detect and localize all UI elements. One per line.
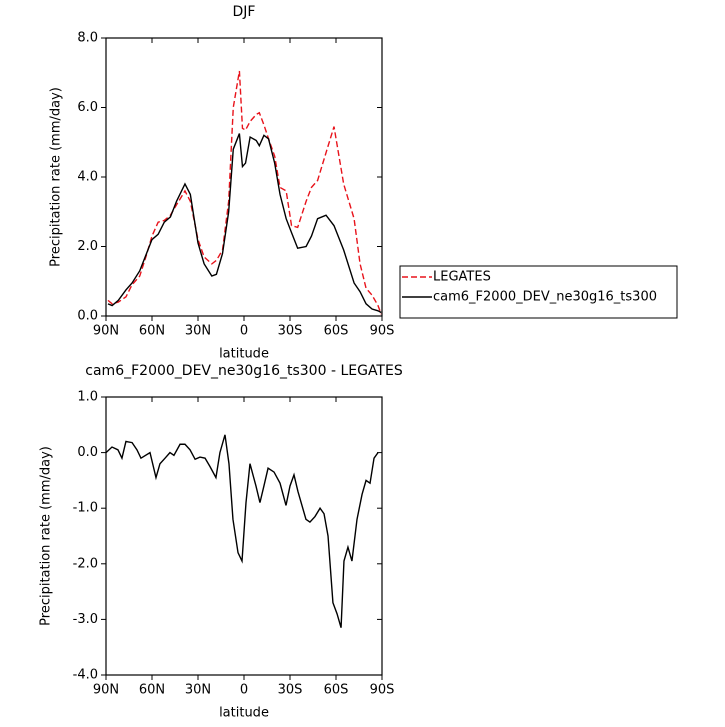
x-tick-label: 60S — [324, 683, 349, 698]
chart-title: cam6_F2000_DEV_ne30g16_ts300 - LEGATES — [85, 363, 403, 379]
y-tick-label: -4.0 — [73, 668, 98, 683]
data-line — [107, 133, 382, 314]
legend-box — [399, 265, 678, 319]
y-axis-label: Precipitation rate (mm/day) — [39, 446, 54, 626]
y-axis-label: Precipitation rate (mm/day) — [49, 87, 64, 267]
x-axis-label: latitude — [219, 706, 269, 721]
y-tick-label: -1.0 — [73, 501, 98, 516]
x-tick-label: 60S — [324, 324, 349, 339]
x-tick-label: 0 — [240, 324, 248, 339]
panel: cam6_F2000_DEV_ne30g16_ts300 - LEGATES la… — [39, 363, 403, 721]
x-tick-label: 90S — [370, 324, 395, 339]
x-tick-label: 90N — [93, 324, 119, 339]
y-tick-label: 0.0 — [77, 445, 98, 460]
x-tick-label: 30N — [185, 683, 211, 698]
plot-frame — [105, 37, 383, 317]
y-tick-label: 4.0 — [77, 170, 98, 185]
x-tick-label: 90N — [93, 683, 119, 698]
y-tick-label: 8.0 — [77, 31, 98, 46]
y-tick-label: 0.0 — [77, 309, 98, 324]
y-tick-label: -2.0 — [73, 556, 98, 571]
chart-title: DJF — [233, 4, 256, 20]
y-tick-label: 6.0 — [77, 100, 98, 115]
y-tick-label: 1.0 — [77, 390, 98, 405]
data-line — [107, 70, 382, 315]
legend-label: LEGATES — [433, 270, 491, 285]
x-tick-label: 90S — [370, 683, 395, 698]
x-tick-label: 30N — [185, 324, 211, 339]
y-tick-label: -3.0 — [73, 612, 98, 627]
legend-label: cam6_F2000_DEV_ne30g16_ts300 — [433, 290, 657, 305]
y-tick-label: 2.0 — [77, 239, 98, 254]
x-tick-label: 30S — [278, 324, 303, 339]
x-tick-label: 60N — [139, 683, 165, 698]
data-line — [105, 434, 379, 628]
plot-frame — [105, 396, 383, 676]
x-axis-label: latitude — [219, 347, 269, 362]
panel: DJF latitude Precipitation rate (mm/day) 0.… — [49, 4, 678, 362]
x-tick-label: 30S — [278, 683, 303, 698]
legend: LEGATES cam6_F2000_DEV_ne30g16_ts300 — [399, 265, 678, 319]
x-tick-label: 0 — [240, 683, 248, 698]
x-tick-label: 60N — [139, 324, 165, 339]
